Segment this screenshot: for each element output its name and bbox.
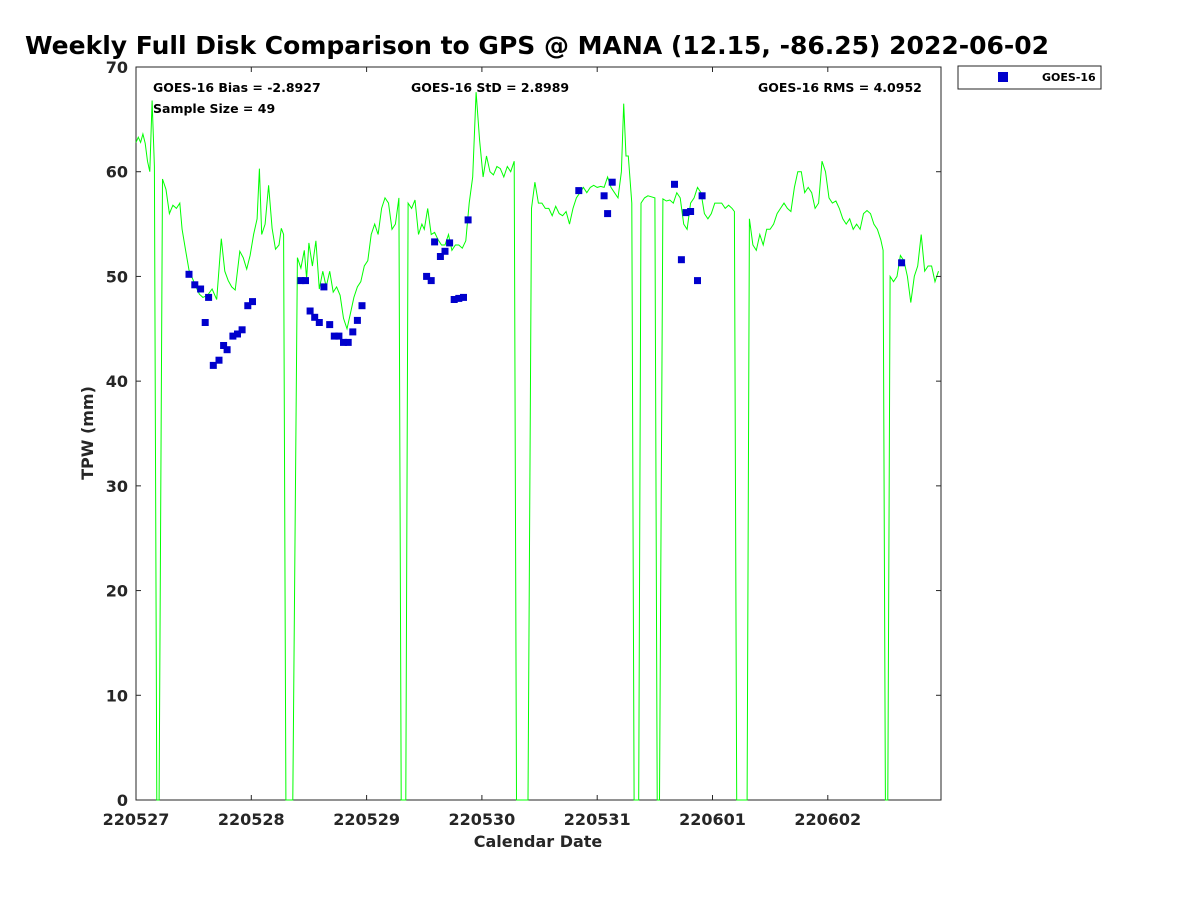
gps-tpw-line — [135, 92, 939, 801]
goes16-point — [302, 277, 309, 285]
goes16-point — [191, 281, 199, 289]
goes16-point — [698, 192, 706, 200]
x-axis-label: Calendar Date — [474, 832, 603, 851]
stat-rms: GOES-16 RMS = 4.0952 — [758, 80, 922, 95]
y-tick-label: 30 — [106, 477, 128, 496]
goes16-point — [315, 319, 323, 326]
goes16-point — [201, 319, 209, 326]
goes16-point — [608, 178, 616, 186]
goes16-point — [446, 239, 454, 247]
goes16-point — [358, 302, 366, 310]
y-tick-label: 20 — [106, 582, 128, 601]
goes16-point — [244, 302, 252, 310]
goes16-point — [464, 216, 472, 224]
goes16-point — [671, 180, 678, 188]
goes16-point — [431, 238, 439, 246]
y-tick-label: 60 — [106, 163, 128, 182]
x-tick-label: 220529 — [333, 810, 400, 829]
goes16-point — [682, 209, 690, 217]
goes16-point — [297, 277, 305, 285]
goes16-point — [427, 277, 435, 285]
legend-marker — [998, 72, 1008, 82]
goes16-point — [209, 361, 217, 369]
goes16-point — [220, 342, 228, 349]
goes16-point — [311, 313, 319, 321]
goes16-point — [344, 338, 352, 346]
x-tick-label: 220602 — [794, 810, 861, 829]
goes16-point — [205, 293, 213, 301]
legend: GOES-16 — [957, 65, 1102, 90]
goes16-point — [898, 259, 906, 267]
goes16-point — [215, 356, 223, 364]
goes16-point — [306, 307, 314, 315]
stat-sample-size: Sample Size = 49 — [153, 101, 275, 116]
goes16-point — [353, 316, 361, 324]
goes16-point — [238, 326, 246, 334]
goes16-point — [234, 330, 241, 338]
goes16-point — [455, 294, 463, 302]
goes16-point — [441, 247, 449, 255]
goes16-point — [185, 270, 193, 278]
legend-box — [957, 65, 1102, 90]
goes16-point — [450, 296, 458, 303]
y-tick-label: 40 — [106, 372, 128, 391]
x-tick-label: 220601 — [679, 810, 746, 829]
goes16-point — [604, 210, 612, 218]
goes16-point — [436, 253, 444, 260]
y-axis-ticks: 0 10 20 30 40 50 60 70 — [106, 58, 941, 810]
y-axis-label: TPW (mm) — [78, 386, 97, 480]
goes16-point — [229, 332, 237, 340]
x-tick-label: 220531 — [564, 810, 631, 829]
goes16-point — [330, 332, 338, 340]
goes16-point — [677, 256, 685, 264]
plot-area — [135, 66, 942, 801]
y-tick-label: 70 — [106, 58, 128, 77]
goes16-point — [320, 283, 328, 291]
legend-label-goes16: GOES-16 — [1042, 71, 1096, 84]
stat-bias: GOES-16 Bias = -2.8927 — [153, 80, 321, 95]
y-tick-label: 50 — [106, 267, 128, 286]
goes16-point — [460, 293, 467, 301]
y-tick-label: 10 — [106, 686, 128, 705]
goes16-point — [326, 321, 334, 329]
x-tick-label: 220527 — [103, 810, 170, 829]
goes16-point — [335, 332, 343, 340]
x-tick-label: 220530 — [449, 810, 516, 829]
goes16-point — [349, 328, 357, 336]
y-tick-label: 0 — [117, 791, 128, 810]
x-axis-ticks: 220527 220528 220529 220530 220531 220601 2206… — [103, 67, 861, 829]
goes16-point — [249, 298, 256, 306]
goes16-point — [223, 346, 231, 354]
goes16-point — [197, 285, 205, 293]
goes16-point — [687, 208, 695, 215]
gps-line-layer — [135, 92, 939, 801]
goes16-points-layer — [185, 178, 906, 369]
goes16-point — [423, 272, 431, 280]
stat-std: GOES-16 StD = 2.8989 — [411, 80, 569, 95]
x-tick-label: 220528 — [218, 810, 285, 829]
goes16-point — [575, 187, 583, 195]
chart-title: Weekly Full Disk Comparison to GPS @ MAN… — [25, 31, 1049, 60]
goes16-point — [694, 277, 701, 285]
goes16-point — [600, 192, 608, 200]
goes16-point — [340, 338, 347, 346]
